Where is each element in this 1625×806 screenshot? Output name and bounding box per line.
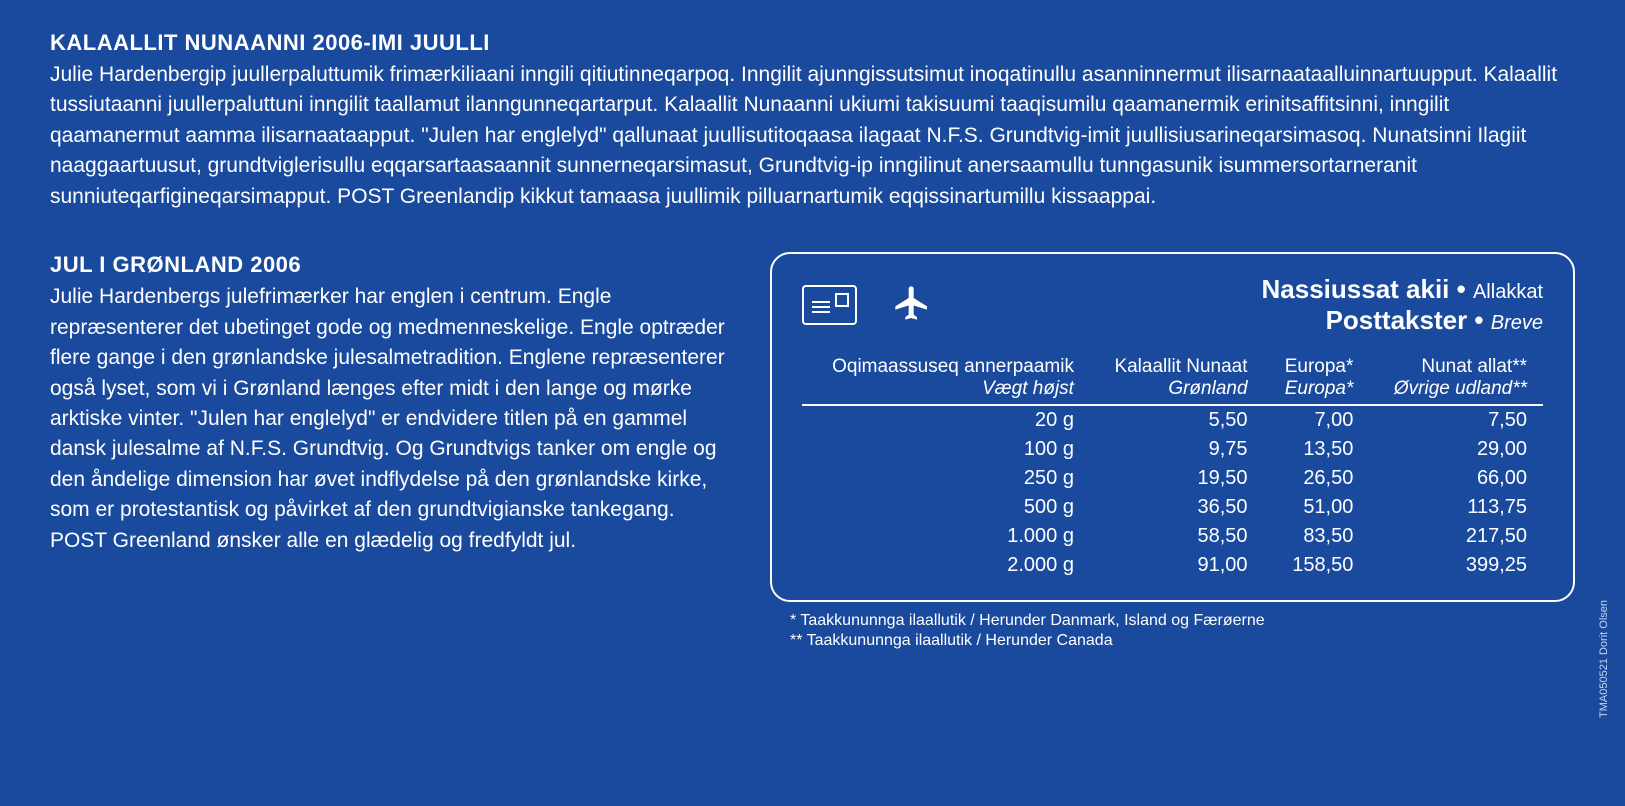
rate-table: Oqimaassuseq annerpaamik Vægt højst Kala…	[802, 352, 1543, 580]
cell: 20 g	[802, 405, 1090, 435]
col-europa: Europa* Europa*	[1264, 352, 1370, 405]
cell: 1.000 g	[802, 522, 1090, 551]
col-label-da: Øvrige udland**	[1385, 378, 1527, 400]
table-body: 20 g 5,50 7,00 7,50 100 g 9,75 13,50 29,…	[802, 405, 1543, 580]
col-label-gl: Oqimaassuseq annerpaamik	[818, 356, 1074, 378]
cell: 91,00	[1090, 551, 1264, 580]
top-paragraph: Julie Hardenbergip juullerpaluttumik fri…	[50, 60, 1575, 212]
table-row: 250 g 19,50 26,50 66,00	[802, 464, 1543, 493]
cell: 500 g	[802, 493, 1090, 522]
cell: 58,50	[1090, 522, 1264, 551]
cell: 26,50	[1264, 464, 1370, 493]
table-row: 500 g 36,50 51,00 113,75	[802, 493, 1543, 522]
credit-line: TMA050521 Dorit Olsen	[1598, 600, 1610, 718]
header-titles: Nassiussat akii • Allakkat Posttakster •…	[1262, 274, 1543, 336]
cell: 7,50	[1369, 405, 1543, 435]
col-label-gl: Europa*	[1280, 356, 1354, 378]
table-row: 20 g 5,50 7,00 7,50	[802, 405, 1543, 435]
cell: 399,25	[1369, 551, 1543, 580]
header-title-2: Posttakster • Breve	[1262, 305, 1543, 336]
col-label-da: Grønland	[1106, 378, 1248, 400]
cell: 7,00	[1264, 405, 1370, 435]
table-header: Nassiussat akii • Allakkat Posttakster •…	[802, 274, 1543, 352]
table-row: 100 g 9,75 13,50 29,00	[802, 435, 1543, 464]
cell: 113,75	[1369, 493, 1543, 522]
table-row: 1.000 g 58,50 83,50 217,50	[802, 522, 1543, 551]
header-title-2-sub: Breve	[1491, 312, 1543, 334]
right-column: Nassiussat akii • Allakkat Posttakster •…	[770, 252, 1575, 650]
airplane-icon	[887, 283, 937, 328]
header-title-2-main: Posttakster •	[1326, 305, 1491, 335]
bottom-heading: JUL I GRØNLAND 2006	[50, 252, 730, 278]
cell: 100 g	[802, 435, 1090, 464]
cell: 2.000 g	[802, 551, 1090, 580]
cell: 9,75	[1090, 435, 1264, 464]
footnotes: * Taakkununnga ilaallutik / Herunder Dan…	[770, 612, 1575, 650]
cell: 5,50	[1090, 405, 1264, 435]
col-label-gl: Nunat allat**	[1385, 356, 1527, 378]
top-section: KALAALLIT NUNAANNI 2006-IMI JUULLI Julie…	[50, 30, 1575, 212]
col-weight: Oqimaassuseq annerpaamik Vægt højst	[802, 352, 1090, 405]
col-greenland: Kalaallit Nunaat Grønland	[1090, 352, 1264, 405]
icon-box	[802, 283, 937, 328]
cell: 83,50	[1264, 522, 1370, 551]
left-column: JUL I GRØNLAND 2006 Julie Hardenbergs ju…	[50, 252, 730, 650]
col-label-da: Europa*	[1280, 378, 1354, 400]
cell: 217,50	[1369, 522, 1543, 551]
bottom-section: JUL I GRØNLAND 2006 Julie Hardenbergs ju…	[50, 252, 1575, 650]
rate-table-container: Nassiussat akii • Allakkat Posttakster •…	[770, 252, 1575, 602]
cell: 158,50	[1264, 551, 1370, 580]
cell: 19,50	[1090, 464, 1264, 493]
table-header-row: Oqimaassuseq annerpaamik Vægt højst Kala…	[802, 352, 1543, 405]
col-other: Nunat allat** Øvrige udland**	[1369, 352, 1543, 405]
header-title-1: Nassiussat akii • Allakkat	[1262, 274, 1543, 305]
cell: 29,00	[1369, 435, 1543, 464]
table-row: 2.000 g 91,00 158,50 399,25	[802, 551, 1543, 580]
footnote-1: * Taakkununnga ilaallutik / Herunder Dan…	[790, 612, 1575, 630]
header-title-1-main: Nassiussat akii •	[1262, 274, 1473, 304]
cell: 13,50	[1264, 435, 1370, 464]
cell: 51,00	[1264, 493, 1370, 522]
col-label-gl: Kalaallit Nunaat	[1106, 356, 1248, 378]
bottom-paragraph: Julie Hardenbergs julefrimærker har engl…	[50, 282, 730, 556]
envelope-icon	[802, 285, 857, 325]
header-title-1-sub: Allakkat	[1473, 281, 1543, 303]
cell: 66,00	[1369, 464, 1543, 493]
col-label-da: Vægt højst	[818, 378, 1074, 400]
cell: 36,50	[1090, 493, 1264, 522]
footnote-2: ** Taakkununnga ilaallutik / Herunder Ca…	[790, 632, 1575, 650]
cell: 250 g	[802, 464, 1090, 493]
top-heading: KALAALLIT NUNAANNI 2006-IMI JUULLI	[50, 30, 1575, 56]
